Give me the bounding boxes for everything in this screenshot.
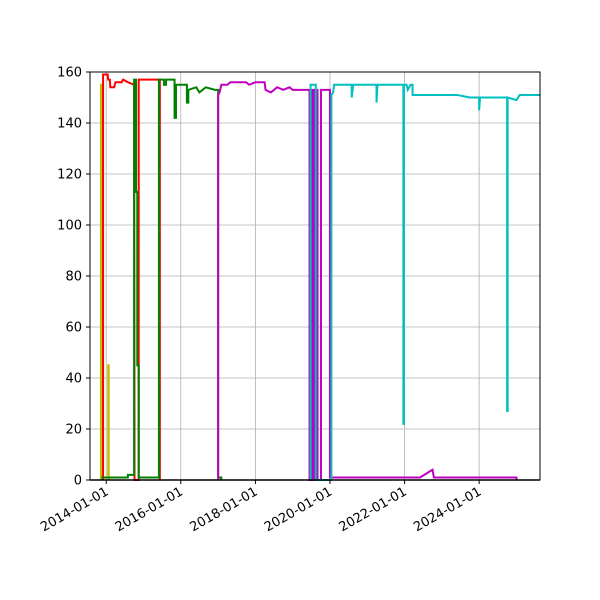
y-tick-label: 0 [74, 474, 82, 489]
y-tick-label: 120 [57, 168, 82, 183]
x-tick-label: 2014-01-01 [38, 484, 111, 535]
series-line-4 [217, 81, 518, 481]
y-tick-label: 60 [65, 321, 82, 336]
x-tick-label: 2020-01-01 [262, 484, 335, 535]
y-tick-label: 140 [57, 117, 82, 132]
x-tick-label: 2022-01-01 [337, 484, 410, 535]
y-tick-label: 80 [65, 270, 82, 285]
x-tick-label: 2024-01-01 [411, 484, 484, 535]
y-tick-label: 20 [65, 423, 82, 438]
y-tick-label: 40 [65, 372, 82, 387]
x-tick-label: 2016-01-01 [113, 484, 186, 535]
series-line-5 [309, 83, 540, 481]
axes [86, 71, 541, 484]
y-tick-label: 160 [57, 66, 82, 81]
y-tick-label: 100 [57, 219, 82, 234]
series-lines [99, 73, 540, 481]
series-line-3 [101, 78, 223, 480]
x-tick-label: 2018-01-01 [187, 484, 260, 535]
tick-labels: 0 20 40 60 80 100 120 140 160 2014-01-01 2016-01-0… [38, 66, 484, 536]
series-line-2 [102, 73, 161, 481]
